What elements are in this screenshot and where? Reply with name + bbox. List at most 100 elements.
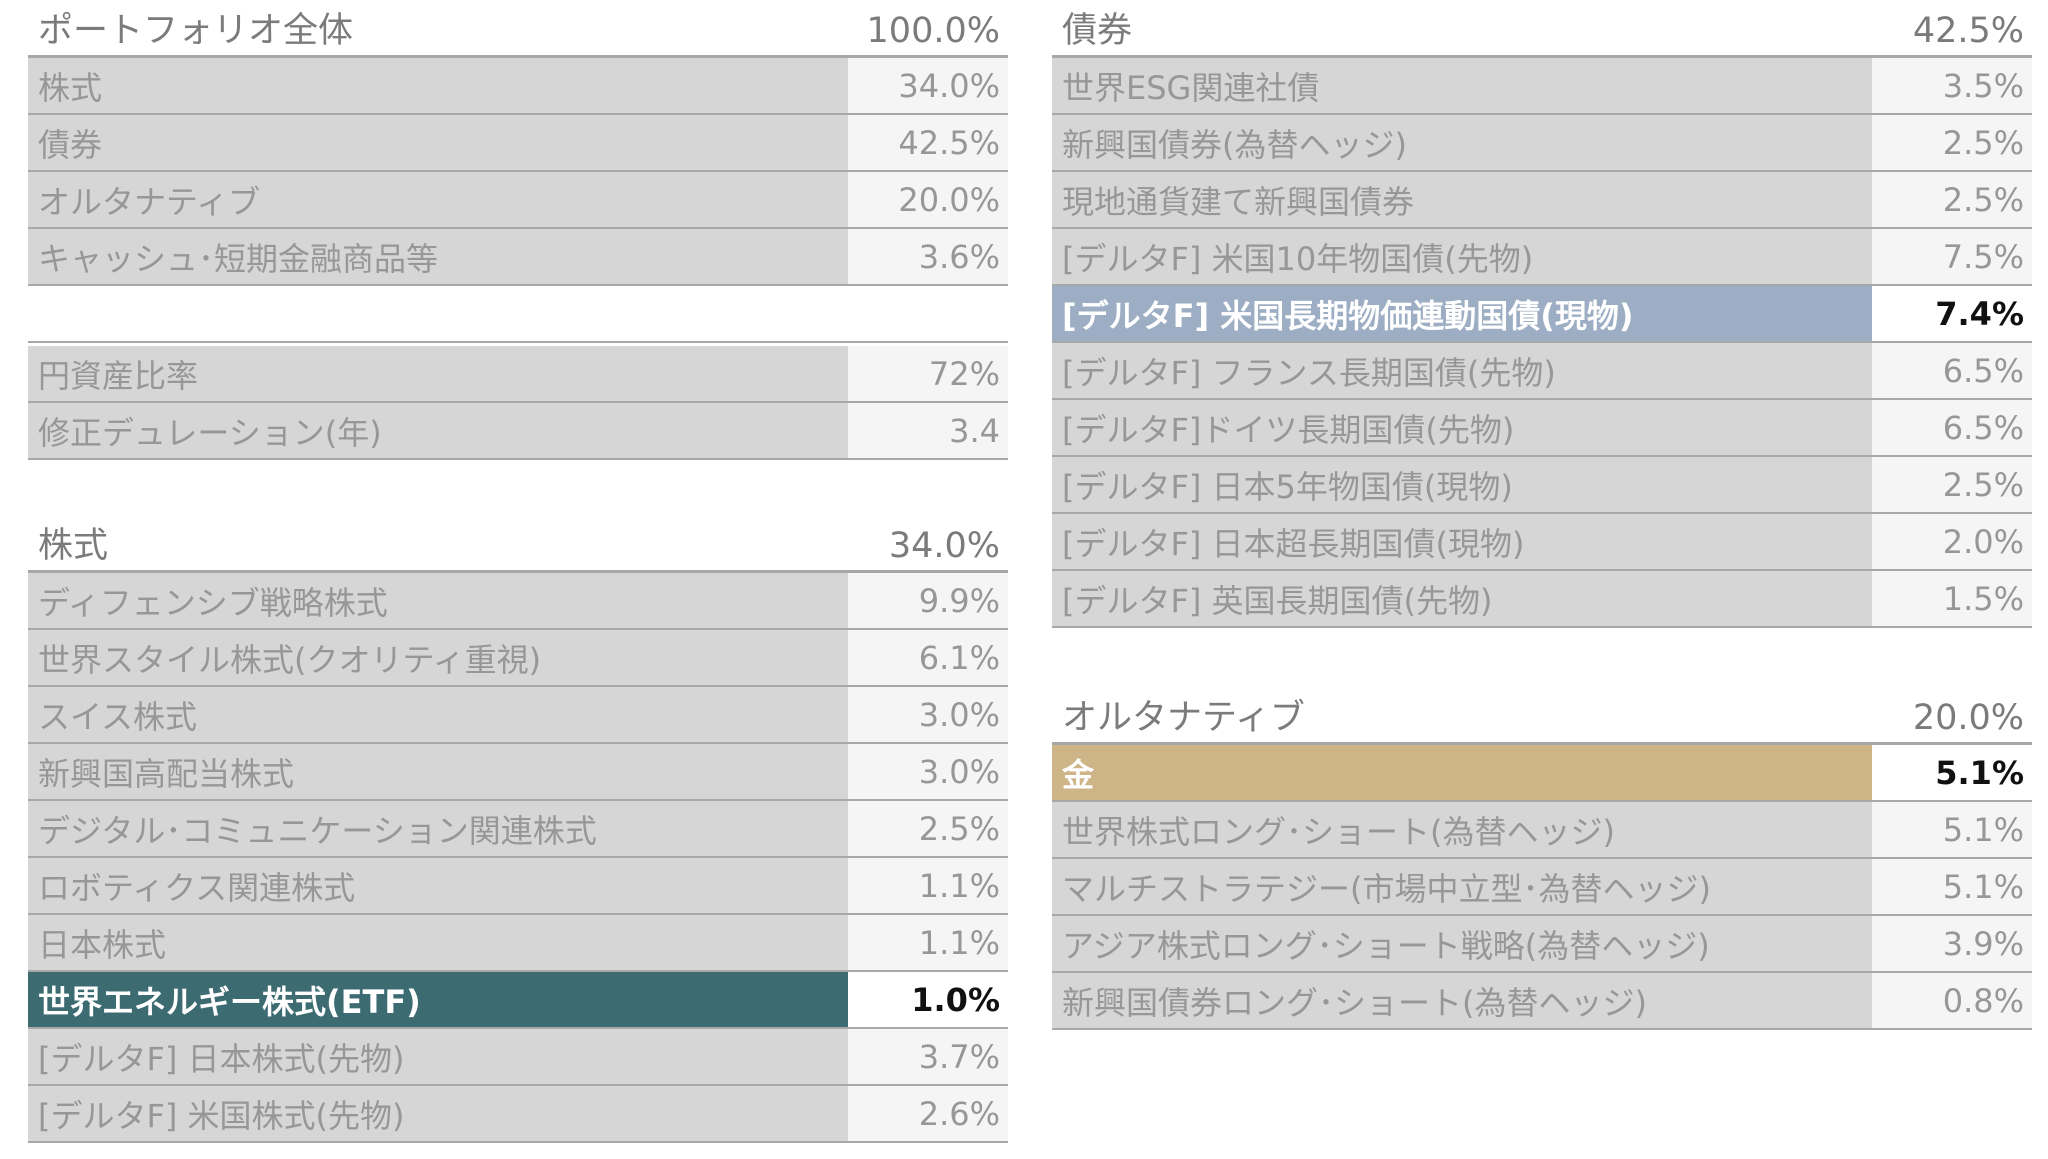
- table-row: マルチストラテジー(市場中立型･為替ヘッジ) 5.1%: [1052, 859, 2032, 916]
- row-value: 1.0%: [848, 972, 1008, 1027]
- row-value: 72%: [848, 346, 1008, 401]
- row-value: 3.0%: [848, 744, 1008, 799]
- row-value: 3.7%: [848, 1029, 1008, 1084]
- alternatives-header: オルタナティブ 20.0%: [1052, 687, 2032, 745]
- metrics-table: 円資産比率 72% 修正デュレーション(年) 3.4: [28, 346, 1008, 460]
- row-label: 新興国債券ロング･ショート(為替ヘッジ): [1052, 973, 1872, 1028]
- table-row: デジタル･コミュニケーション関連株式 2.5%: [28, 801, 1008, 858]
- table-row: オルタナティブ 20.0%: [28, 172, 1008, 229]
- portfolio-header: ポートフォリオ全体 100.0%: [28, 0, 1008, 58]
- row-value: 42.5%: [848, 115, 1008, 170]
- row-value: 3.0%: [848, 687, 1008, 742]
- row-value: 3.6%: [848, 229, 1008, 284]
- row-value: 3.5%: [1872, 58, 2032, 113]
- row-label: マルチストラテジー(市場中立型･為替ヘッジ): [1052, 859, 1872, 914]
- row-value: 6.5%: [1872, 400, 2032, 455]
- row-label: 修正デュレーション(年): [28, 403, 848, 458]
- equity-total: 34.0%: [888, 526, 1000, 566]
- row-label: 債券: [28, 115, 848, 170]
- table-row: 現地通貨建て新興国債券 2.5%: [1052, 172, 2032, 229]
- bonds-header: 債券 42.5%: [1052, 0, 2032, 58]
- row-value: 6.5%: [1872, 343, 2032, 398]
- row-value: 1.5%: [1872, 571, 2032, 626]
- table-row: アジア株式ロング･ショート戦略(為替ヘッジ) 3.9%: [1052, 916, 2032, 973]
- row-label: 世界ESG関連社債: [1052, 58, 1872, 113]
- equity-header: 株式 34.0%: [28, 515, 1008, 573]
- row-label: [デルタF]ドイツ長期国債(先物): [1052, 400, 1872, 455]
- row-label: 日本株式: [28, 915, 848, 970]
- row-value: 5.1%: [1872, 745, 2032, 800]
- row-value: 2.5%: [1872, 172, 2032, 227]
- row-label: 円資産比率: [28, 346, 848, 401]
- equity-title: 株式: [38, 526, 109, 566]
- highlighted-row: [デルタF] 米国長期物価連動国債(現物) 7.4%: [1052, 286, 2032, 343]
- highlighted-row: 金 5.1%: [1052, 745, 2032, 802]
- table-row: 株式 34.0%: [28, 58, 1008, 115]
- highlighted-row: 世界エネルギー株式(ETF) 1.0%: [28, 972, 1008, 1029]
- row-value: 2.6%: [848, 1086, 1008, 1141]
- row-value: 0.8%: [1872, 973, 2032, 1028]
- table-row: 修正デュレーション(年) 3.4: [28, 403, 1008, 460]
- table-row: [デルタF] 米国株式(先物) 2.6%: [28, 1086, 1008, 1143]
- bonds-total: 42.5%: [1912, 11, 2024, 51]
- divider: [28, 286, 1008, 343]
- equity-table: 株式 34.0% ディフェンシブ戦略株式 9.9% 世界スタイル株式(クオリティ重…: [28, 515, 1008, 1143]
- row-label: 世界エネルギー株式(ETF): [28, 972, 848, 1027]
- row-label: ロボティクス関連株式: [28, 858, 848, 913]
- row-value: 2.5%: [1872, 457, 2032, 512]
- row-value: 5.1%: [1872, 859, 2032, 914]
- table-row: スイス株式 3.0%: [28, 687, 1008, 744]
- row-value: 6.1%: [848, 630, 1008, 685]
- row-label: [デルタF] 米国株式(先物): [28, 1086, 848, 1141]
- table-row: [デルタF] 日本5年物国債(現物) 2.5%: [1052, 457, 2032, 514]
- table-row: 新興国債券(為替ヘッジ) 2.5%: [1052, 115, 2032, 172]
- table-row: 円資産比率 72%: [28, 346, 1008, 403]
- bonds-title: 債券: [1062, 11, 1133, 51]
- row-label: 世界スタイル株式(クオリティ重視): [28, 630, 848, 685]
- row-label: 株式: [28, 58, 848, 113]
- table-row: 世界ESG関連社債 3.5%: [1052, 58, 2032, 115]
- row-value: 20.0%: [848, 172, 1008, 227]
- row-label: オルタナティブ: [28, 172, 848, 227]
- table-row: 新興国高配当株式 3.0%: [28, 744, 1008, 801]
- row-label: 金: [1052, 745, 1872, 800]
- table-row: ディフェンシブ戦略株式 9.9%: [28, 573, 1008, 630]
- row-label: [デルタF] 日本5年物国債(現物): [1052, 457, 1872, 512]
- alternatives-total: 20.0%: [1912, 698, 2024, 738]
- row-label: [デルタF] 米国長期物価連動国債(現物): [1052, 286, 1872, 341]
- table-row: キャッシュ･短期金融商品等 3.6%: [28, 229, 1008, 286]
- row-label: [デルタF] 英国長期国債(先物): [1052, 571, 1872, 626]
- table-row: [デルタF] 米国10年物国債(先物) 7.5%: [1052, 229, 2032, 286]
- row-value: 7.5%: [1872, 229, 2032, 284]
- row-value: 2.5%: [1872, 115, 2032, 170]
- row-label: 新興国高配当株式: [28, 744, 848, 799]
- row-label: 世界株式ロング･ショート(為替ヘッジ): [1052, 802, 1872, 857]
- table-row: ロボティクス関連株式 1.1%: [28, 858, 1008, 915]
- row-value: 1.1%: [848, 858, 1008, 913]
- row-label: 現地通貨建て新興国債券: [1052, 172, 1872, 227]
- row-label: [デルタF] フランス長期国債(先物): [1052, 343, 1872, 398]
- table-row: 日本株式 1.1%: [28, 915, 1008, 972]
- row-label: スイス株式: [28, 687, 848, 742]
- row-label: [デルタF] 日本株式(先物): [28, 1029, 848, 1084]
- row-label: ディフェンシブ戦略株式: [28, 573, 848, 628]
- row-value: 9.9%: [848, 573, 1008, 628]
- row-value: 1.1%: [848, 915, 1008, 970]
- row-value: 3.4: [848, 403, 1008, 458]
- row-label: デジタル･コミュニケーション関連株式: [28, 801, 848, 856]
- table-row: 債券 42.5%: [28, 115, 1008, 172]
- table-row: 世界株式ロング･ショート(為替ヘッジ) 5.1%: [1052, 802, 2032, 859]
- table-row: 新興国債券ロング･ショート(為替ヘッジ) 0.8%: [1052, 973, 2032, 1030]
- table-row: [デルタF] 日本超長期国債(現物) 2.0%: [1052, 514, 2032, 571]
- row-label: 新興国債券(為替ヘッジ): [1052, 115, 1872, 170]
- portfolio-total: 100.0%: [866, 11, 1000, 51]
- row-value: 34.0%: [848, 58, 1008, 113]
- portfolio-table: ポートフォリオ全体 100.0% 株式 34.0% 債券 42.5% オルタナティブ…: [28, 0, 1008, 343]
- row-label: キャッシュ･短期金融商品等: [28, 229, 848, 284]
- row-label: [デルタF] 米国10年物国債(先物): [1052, 229, 1872, 284]
- row-value: 2.5%: [848, 801, 1008, 856]
- row-label: アジア株式ロング･ショート戦略(為替ヘッジ): [1052, 916, 1872, 971]
- table-row: [デルタF]ドイツ長期国債(先物) 6.5%: [1052, 400, 2032, 457]
- table-row: [デルタF] 日本株式(先物) 3.7%: [28, 1029, 1008, 1086]
- row-value: 2.0%: [1872, 514, 2032, 569]
